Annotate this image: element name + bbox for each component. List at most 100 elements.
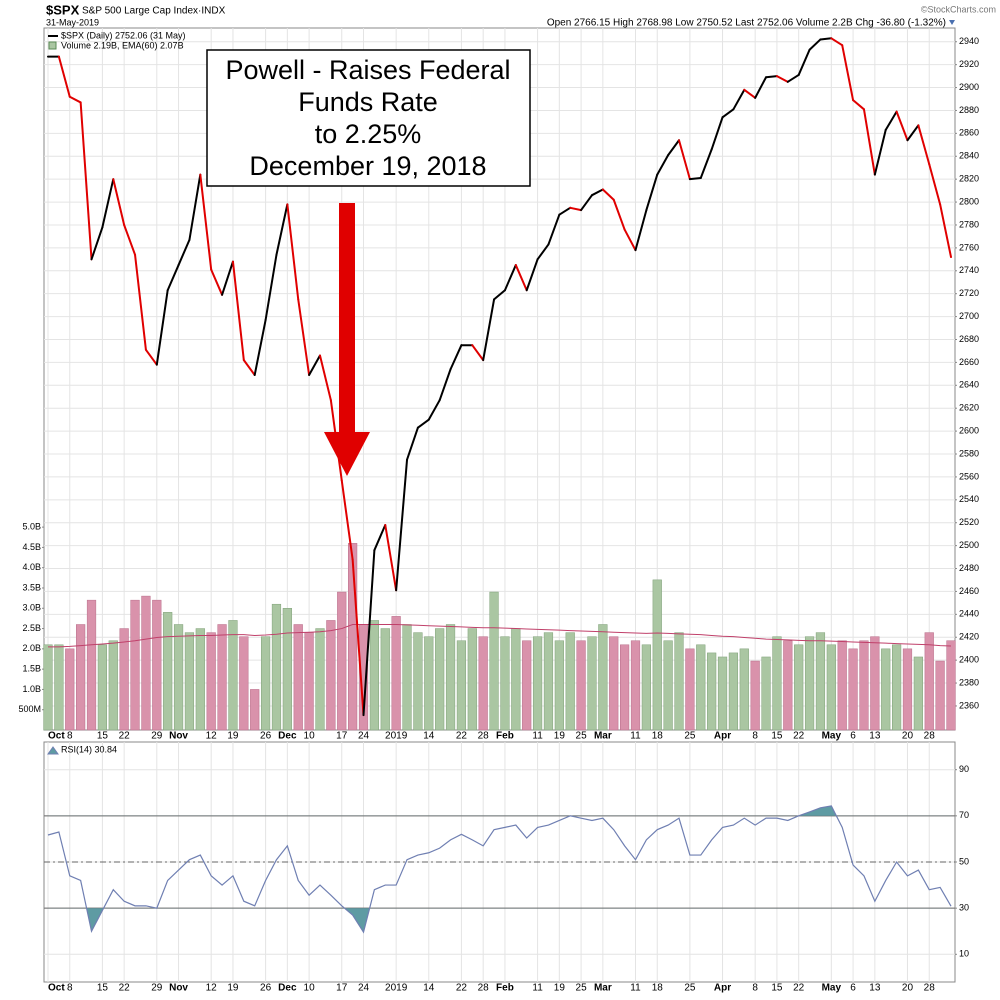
volume-bar (76, 624, 86, 731)
volume-bar (892, 644, 902, 731)
price-segment (514, 264, 528, 292)
x-tick-label: 25 (684, 983, 696, 994)
volume-bar (478, 636, 488, 731)
x-tick-label: 6 (850, 731, 856, 742)
price-segment (318, 354, 332, 402)
volume-bar (804, 636, 815, 731)
y-tick-label: 2560 (959, 471, 979, 481)
volume-bar (609, 636, 619, 731)
volume-bar (554, 640, 564, 731)
price-segment (242, 359, 256, 376)
price-segment (340, 479, 354, 561)
price-segment (253, 319, 267, 376)
x-tick-label: 19 (554, 983, 566, 994)
volume-bar (380, 628, 390, 731)
y-tick-label: 2680 (959, 334, 979, 344)
price-segment (493, 289, 506, 301)
volume-bar (130, 599, 140, 731)
x-tick-label: 8 (752, 731, 758, 742)
volume-bar (304, 632, 314, 731)
line-layer (47, 37, 952, 934)
volume-bar (783, 640, 793, 731)
x-tick-label: 10 (304, 983, 316, 994)
x-tick-label: 17 (336, 983, 348, 994)
x-tick-label: 8 (752, 983, 758, 994)
x-tick-label: 11 (630, 983, 641, 994)
annotation: Powell - Raises Federal Funds Rate to 2.… (206, 49, 531, 476)
x-tick-label: 18 (652, 731, 664, 742)
price-segment (362, 549, 376, 717)
y-tick-label: 2820 (959, 174, 979, 184)
x-tick-label: Oct (48, 731, 65, 742)
x-tick-label: 22 (456, 983, 468, 994)
price-segment (841, 44, 855, 102)
symbol: $SPX (46, 2, 80, 17)
price-segment (503, 264, 517, 292)
price-segment (558, 206, 572, 216)
arrow-head (324, 432, 370, 476)
price-segment (134, 253, 147, 351)
x-tick-label: 25 (684, 731, 696, 742)
price-segment (569, 206, 583, 212)
x-tick-label: 14 (423, 731, 435, 742)
volume-bar (369, 620, 379, 731)
volume-bar (532, 636, 543, 731)
y-tick-label: 2.0B (22, 643, 41, 653)
volume-bar (108, 640, 118, 731)
volume-bar (141, 595, 151, 731)
watermark: ©StockCharts.com (921, 4, 996, 14)
volume-bar (902, 648, 913, 731)
volume-bar (522, 640, 532, 731)
price-segment (471, 344, 485, 362)
y-tick-label: 2660 (959, 357, 979, 367)
y-tick-label: 2360 (959, 700, 979, 710)
annotation-text: Funds Rate (298, 87, 438, 117)
price-segment (699, 148, 713, 180)
volume-bar (163, 612, 173, 731)
x-tick-label: Nov (169, 983, 188, 994)
volume-layer (43, 543, 956, 731)
price-segment (264, 253, 278, 322)
y-tick-label: 50 (959, 856, 969, 866)
price-segment (101, 178, 115, 229)
x-tick-label: 15 (771, 731, 783, 742)
x-tick-label: 10 (304, 731, 316, 742)
x-tick-label: 24 (358, 731, 370, 742)
legend-icon (47, 746, 59, 755)
x-tick-label: Apr (714, 731, 731, 742)
volume-bar (97, 644, 107, 731)
volume-bar (65, 648, 75, 731)
y-tick-label: 500M (18, 704, 41, 714)
annotation-text: to 2.25% (315, 119, 422, 149)
price-segment (852, 99, 865, 111)
legend: $SPX (Daily) 2752.06 (31 May) (61, 30, 186, 40)
price-segment (906, 124, 920, 142)
volume-bar (587, 636, 597, 731)
price-segment (395, 458, 409, 592)
legend: Volume 2.19B, EMA(60) 2.07B (61, 40, 184, 50)
volume-bar (630, 640, 641, 731)
quote: Open 2766.15 High 2768.98 Low 2750.52 La… (547, 18, 946, 29)
price-segment (808, 38, 822, 51)
volume-bar (935, 660, 945, 731)
x-tick-label: 12 (206, 731, 218, 742)
price-segment (351, 558, 365, 717)
price-segment (612, 198, 626, 231)
volume-bar (239, 636, 249, 731)
volume-bar (641, 644, 651, 731)
price-segment (634, 209, 648, 252)
price-segment (308, 354, 321, 376)
volume-bar (565, 632, 575, 731)
x-tick-label: Nov (169, 731, 188, 742)
volume-bar (663, 640, 673, 731)
volume-bar (293, 624, 303, 731)
price-segment (406, 426, 419, 461)
price-segment (384, 524, 398, 592)
volume-bar (750, 660, 760, 731)
price-segment (732, 88, 746, 111)
price-segment (68, 95, 82, 104)
volume-bar (924, 632, 934, 731)
price-segment (754, 76, 768, 99)
y-tick-label: 2500 (959, 540, 979, 550)
